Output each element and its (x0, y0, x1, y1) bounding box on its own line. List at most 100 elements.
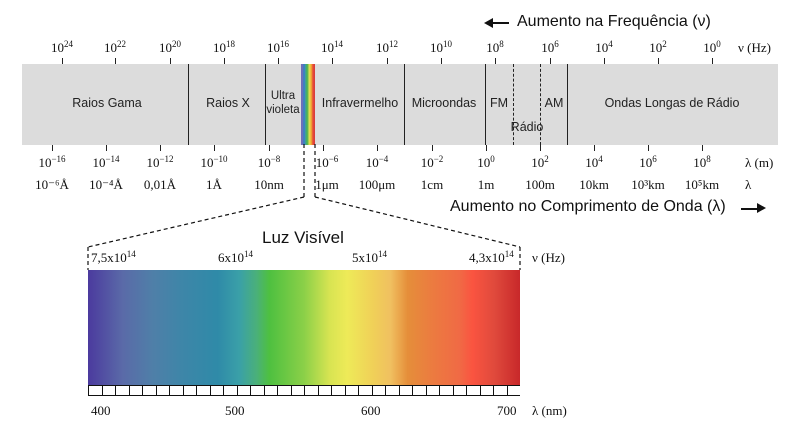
tick-exponent: 6 (554, 39, 559, 49)
wavelength-tick-label: 10−2 (421, 155, 444, 171)
wavelength-alt-label: 100m (525, 177, 555, 192)
wavelength-tick (323, 145, 324, 151)
tick-exponent: 0 (716, 39, 721, 49)
tick-exponent: −14 (105, 154, 120, 164)
wavelength-tick-label: 10−8 (258, 155, 281, 171)
tick-exponent: 22 (117, 39, 126, 49)
freq-exponent: 14 (126, 249, 136, 259)
ruler-tick (263, 386, 265, 395)
wavelength-tick (540, 145, 541, 151)
ruler-tick (142, 386, 143, 395)
frequency-tick (604, 58, 605, 64)
wl-label-500: 500 (225, 403, 245, 418)
wavelength-alt-label: 10³km (631, 177, 665, 192)
tick-base: 10 (200, 155, 214, 170)
ruler-tick (223, 386, 224, 395)
wavelength-tick-label: 10−6 (316, 155, 339, 171)
wavelength-alt-label: 100μm (358, 177, 396, 192)
frequency-tick-label: 1020 (159, 40, 181, 56)
region-radio: Rádio (510, 120, 544, 134)
wavelength-tick-label: 10−12 (146, 155, 173, 171)
wavelength-tick (160, 145, 161, 151)
ruler-tick (344, 386, 346, 395)
divider-microwave-fm (485, 64, 486, 145)
tick-exponent: 18 (226, 39, 235, 49)
tick-base: 10 (585, 155, 599, 170)
tick-base: 10 (321, 40, 334, 55)
tick-exponent: −8 (270, 154, 281, 164)
tick-base: 10 (477, 155, 491, 170)
wavelength-alt-label: 1Å (206, 177, 222, 192)
frequency-tick (115, 58, 116, 64)
region-x-rays: Raios X (206, 96, 250, 110)
frequency-tick-label: 106 (541, 40, 559, 56)
wavelength-tick (269, 145, 270, 151)
tick-base: 10 (649, 40, 663, 55)
frequency-tick (387, 58, 388, 64)
frequency-tick (658, 58, 659, 64)
tick-base: 10 (315, 155, 329, 170)
wavelength-alt-label: 10nm (254, 177, 284, 192)
tick-exponent: 20 (172, 39, 181, 49)
tick-base: 10 (376, 40, 389, 55)
freq-exponent: 14 (244, 249, 253, 259)
wavelength-alt-label: 0,01Å (143, 177, 177, 192)
tick-base: 10 (267, 40, 280, 55)
wavelength-tick (377, 145, 378, 151)
ruler-tick (506, 386, 508, 395)
tick-exponent: 24 (64, 39, 73, 49)
frequency-tick-label: 1016 (267, 40, 289, 56)
wavelength-tick-label: 108 (693, 155, 711, 171)
visible-freq-label-430: 4,3x1014 (469, 250, 514, 266)
freq-mantissa: 4,3x10 (469, 250, 505, 265)
frequency-tick (62, 58, 63, 64)
wavelength-alt-label: 10⁻⁶Å (35, 177, 69, 192)
visible-freq-label-500: 5x1014 (352, 250, 387, 266)
frequency-tick (224, 58, 225, 64)
ruler-tick (493, 386, 494, 395)
wavelength-unit: λ (m) (745, 155, 774, 170)
divider-radio-am (540, 64, 541, 145)
wavelength-tick (432, 145, 433, 151)
right-arrow-icon (757, 203, 766, 213)
ruler-tick (412, 386, 413, 395)
tick-exponent: −6 (328, 154, 339, 164)
right-arrow-line (741, 208, 758, 210)
region-ultraviolet: Ultra violeta (266, 89, 299, 117)
ruler-tick (182, 386, 184, 395)
visible-wl-unit: λ (nm) (532, 403, 567, 418)
tick-exponent: 10 (443, 39, 452, 49)
frequency-tick-label: 104 (595, 40, 613, 56)
region-infrared: Infravermelho (321, 96, 399, 110)
wl-label-400: 400 (91, 403, 111, 418)
wavelength-tick-label: 10−10 (200, 155, 227, 171)
wavelength-tick (106, 145, 107, 151)
wavelength-tick (214, 145, 215, 151)
tick-base: 10 (531, 155, 545, 170)
wavelength-tick-label: 106 (639, 155, 657, 171)
ruler-tick (331, 386, 332, 395)
ruler-tick (371, 386, 373, 395)
frequency-tick-label: 1010 (430, 40, 452, 56)
ruler-tick (452, 386, 454, 395)
tick-exponent: 2 (662, 39, 667, 49)
tick-base: 10 (213, 40, 226, 55)
wavelength-ruler (88, 385, 520, 396)
frequency-tick (550, 58, 551, 64)
tick-base: 10 (159, 40, 172, 55)
region-fm: FM (489, 96, 509, 110)
ruler-tick (115, 386, 116, 395)
freq-exponent: 14 (504, 249, 514, 259)
ruler-tick (277, 386, 278, 395)
wavelength-tick-label: 10−4 (366, 155, 389, 171)
ruler-tick (479, 386, 481, 395)
wavelength-tick (52, 145, 53, 151)
visible-freq-label-750: 7,5x1014 (91, 250, 136, 266)
tick-base: 10 (595, 40, 609, 55)
left-arrow-line (492, 22, 509, 24)
divider-ir-microwave (404, 64, 405, 145)
freq-mantissa: 5x10 (352, 250, 378, 265)
visible-freq-label-600: 6x1014 (218, 250, 253, 266)
tick-exponent: −10 (213, 154, 228, 164)
wavelength-alt-label: 1cm (420, 177, 444, 192)
